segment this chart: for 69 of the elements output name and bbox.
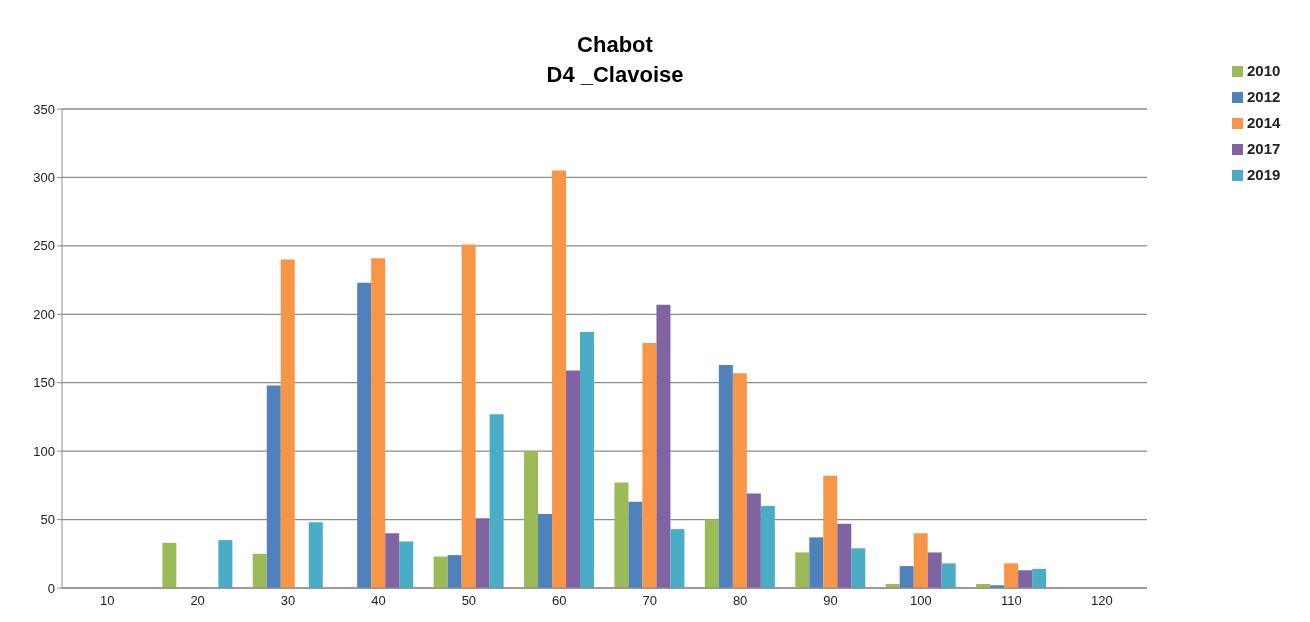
y-tick-label: 350	[33, 101, 55, 117]
bar	[927, 552, 942, 588]
bar	[614, 482, 629, 588]
x-tick-label: 110	[1001, 593, 1022, 609]
x-tick-label: 40	[371, 593, 386, 609]
bar	[837, 523, 852, 588]
bar	[461, 244, 476, 588]
bar	[913, 533, 928, 588]
bar	[642, 343, 657, 588]
bar	[718, 364, 733, 588]
bar	[670, 529, 685, 588]
bar	[475, 518, 490, 588]
y-tick-label: 50	[40, 512, 55, 528]
bar	[447, 555, 462, 588]
legend-label: 2019	[1247, 166, 1281, 183]
bar	[760, 505, 775, 588]
x-tick-label: 20	[190, 593, 205, 609]
bar	[308, 522, 323, 588]
x-tick-label: 70	[642, 593, 657, 609]
x-tick-label: 30	[280, 593, 296, 609]
bar	[704, 519, 719, 588]
bar	[628, 501, 643, 588]
x-tick-label: 60	[552, 593, 567, 609]
bar	[941, 563, 956, 588]
bar	[823, 475, 838, 588]
bar	[218, 540, 233, 588]
bar	[580, 332, 595, 588]
legend-label: 2012	[1247, 88, 1281, 105]
bar	[162, 542, 177, 588]
legend-label: 2014	[1247, 114, 1281, 131]
bar	[746, 493, 761, 588]
bar	[1032, 568, 1047, 588]
y-tick-label: 250	[33, 238, 55, 254]
bar	[433, 556, 448, 588]
bar	[385, 533, 400, 588]
bar	[656, 304, 671, 588]
bar	[851, 548, 866, 588]
bar	[357, 282, 372, 588]
x-tick-label: 120	[1090, 593, 1113, 609]
bar	[371, 258, 386, 588]
bar	[280, 259, 295, 588]
y-tick-label: 300	[33, 170, 55, 186]
chart-title: Chabot	[576, 31, 654, 59]
x-tick-label: 100	[910, 593, 932, 609]
bar	[809, 537, 824, 588]
bar	[538, 514, 553, 588]
bar	[1018, 570, 1033, 588]
y-tick-label: 150	[33, 375, 55, 391]
bar	[552, 170, 567, 588]
x-tick-label: 90	[823, 593, 838, 609]
bar	[795, 552, 810, 588]
y-tick-label: 200	[33, 306, 55, 322]
y-tick-label: 100	[33, 443, 55, 459]
bar	[489, 414, 504, 588]
x-tick-label: 10	[99, 593, 115, 609]
x-tick-label: 80	[732, 593, 748, 609]
bar	[566, 370, 581, 588]
bar	[524, 451, 539, 588]
y-tick-label: 0	[47, 580, 55, 596]
x-tick-label: 50	[461, 593, 477, 609]
bar	[899, 566, 914, 588]
chart-subtitle: D4 _Clavoise	[545, 61, 685, 89]
bar	[732, 373, 747, 588]
bar	[266, 385, 281, 588]
bar	[399, 541, 414, 588]
bar	[1004, 563, 1019, 588]
legend-label: 2010	[1247, 62, 1281, 79]
bar	[252, 553, 267, 588]
legend-label: 2017	[1247, 140, 1281, 157]
